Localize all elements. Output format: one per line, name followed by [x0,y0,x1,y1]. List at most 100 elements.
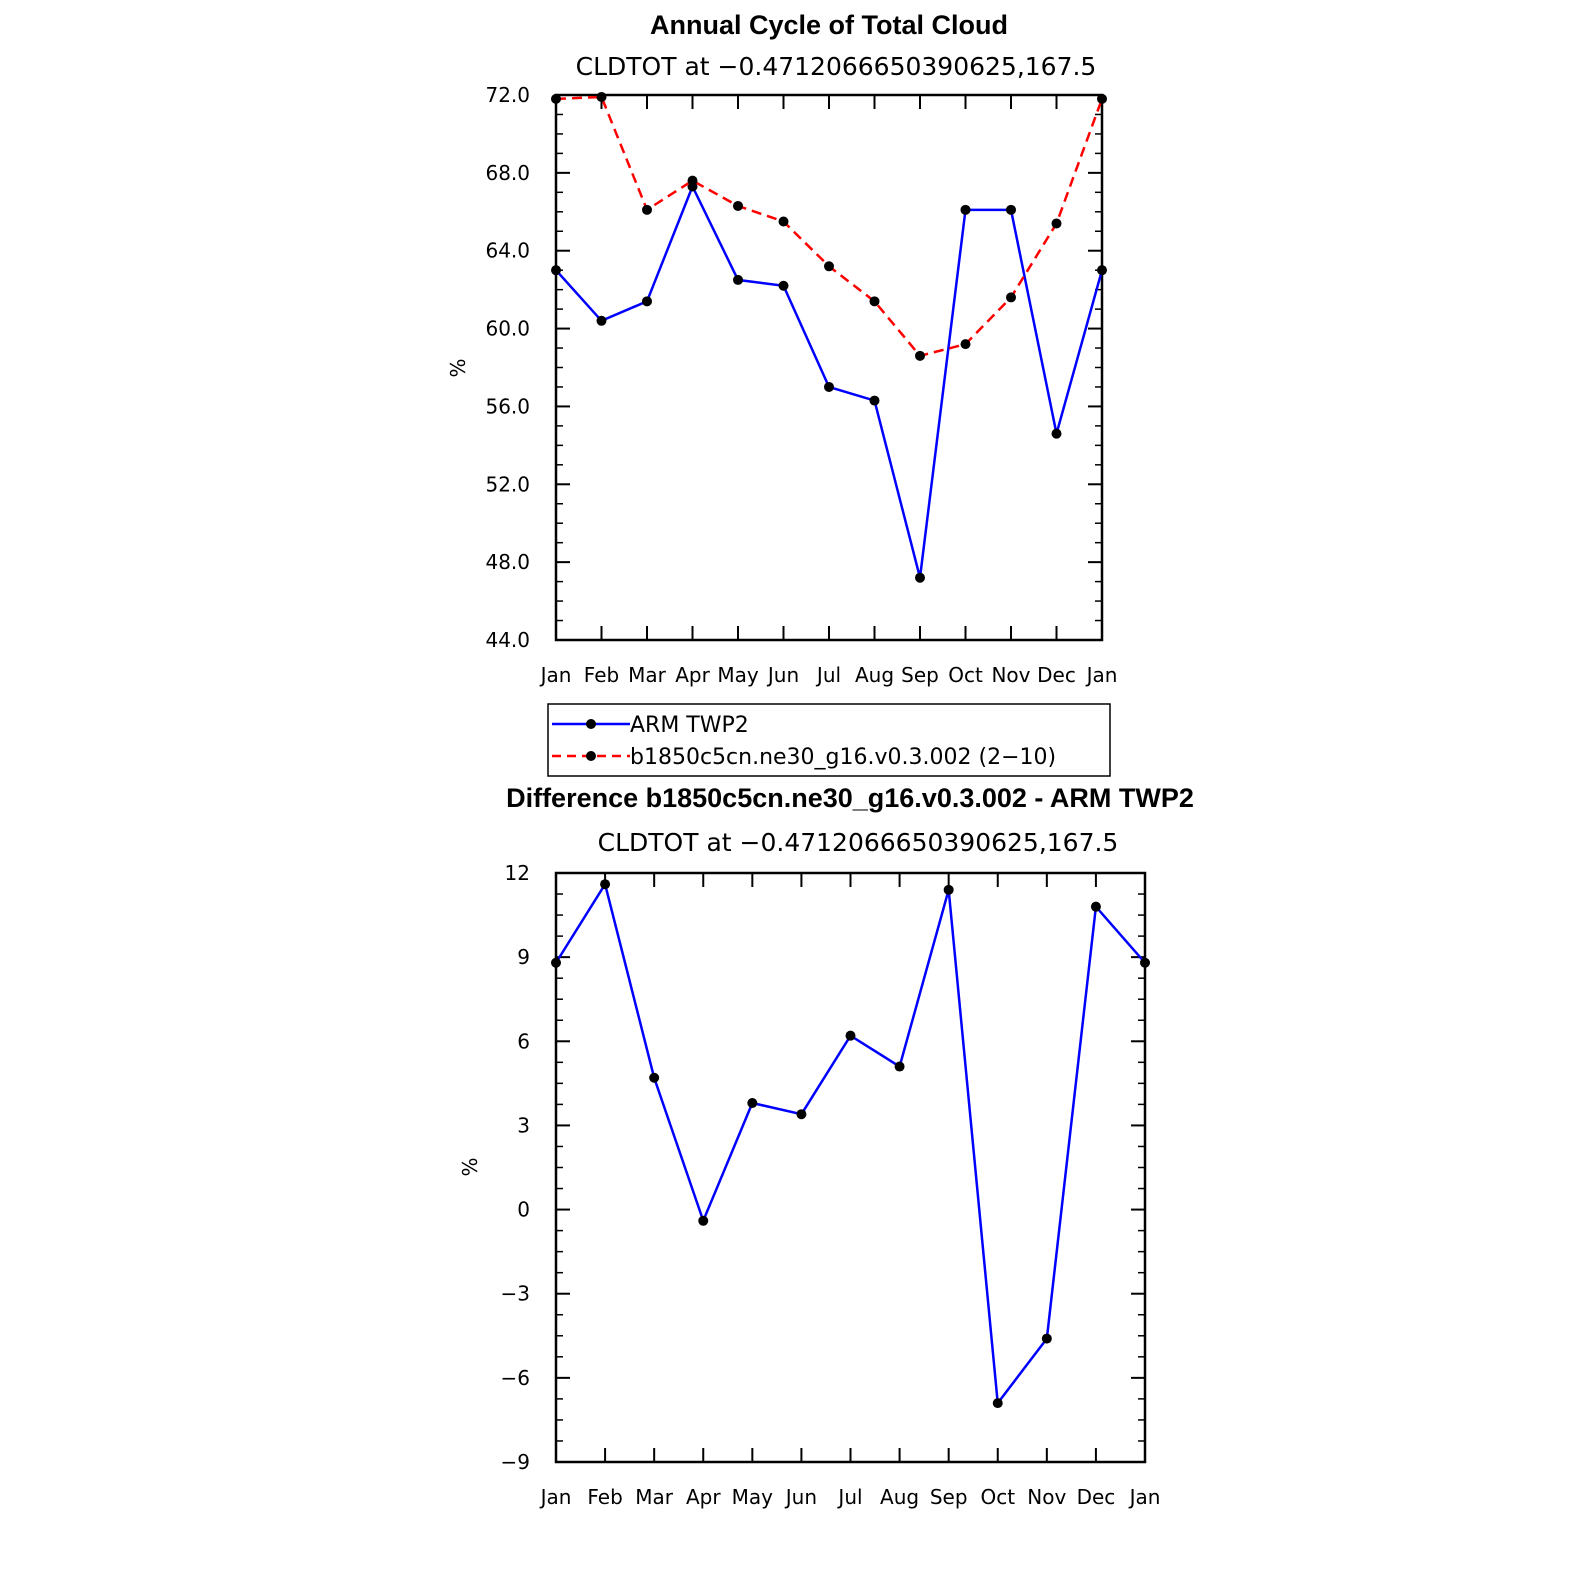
data-point [649,1072,660,1083]
data-point [915,350,925,361]
x-tick-label: Jan [539,663,572,687]
y-axis-label: % [458,1157,482,1176]
y-axis-label: % [446,358,470,377]
x-tick-label: Aug [855,663,894,687]
legend-label-model: b1850c5cn.ne30_g16.v0.3.002 (2−10) [630,745,1056,770]
x-tick-label: Dec [1077,1485,1116,1509]
data-point [824,381,834,392]
data-point [1006,204,1016,215]
y-tick-label: 64.0 [485,239,530,263]
x-tick-label: Jan [1085,663,1118,687]
data-point [551,265,561,276]
chart-title: Annual Cycle of Total Cloud [650,10,1008,40]
y-tick-label: 72.0 [485,83,530,107]
y-tick-label: 68.0 [485,161,530,185]
chart-title: Difference b1850c5cn.ne30_g16.v0.3.002 -… [506,783,1194,813]
x-tick-label: Mar [635,1485,674,1509]
x-tick-label: Jul [836,1485,862,1509]
data-point [600,879,611,890]
data-point [733,200,743,211]
x-tick-label: Jun [784,1485,817,1509]
x-tick-label: Apr [675,663,710,687]
y-tick-label: 0 [517,1198,530,1222]
x-tick-label: Feb [587,1485,622,1509]
series-line-0 [554,881,1146,1407]
data-point [960,204,971,215]
y-tick-label: 60.0 [485,317,530,341]
y-tick-label: 9 [517,945,530,969]
data-point [698,1215,709,1226]
plot-frame [554,871,1147,1464]
y-tick-label: 12 [505,861,530,885]
x-tick-label: Aug [880,1485,919,1509]
data-point [1140,957,1150,968]
data-point [642,296,652,307]
x-tick-label: Dec [1037,663,1076,687]
x-tick-label: Feb [584,663,619,687]
data-point [1051,428,1062,439]
x-tick-label: Mar [628,663,667,687]
data-point [551,93,561,104]
data-point [733,274,743,285]
data-point [869,296,880,307]
y-tick-label: 56.0 [485,394,530,418]
x-tick-label: Sep [930,1485,968,1509]
y-tick-label: 44.0 [485,628,530,652]
x-tick-label: Apr [686,1485,721,1509]
chart-subtitle: CLDTOT at −0.4712066650390625,167.5 [576,52,1097,81]
data-point [596,91,607,102]
y-tick-label: −6 [501,1366,530,1390]
data-point [1006,292,1016,303]
legend-marker-model [586,751,596,761]
x-tick-label: Oct [980,1485,1015,1509]
x-tick-label: Jun [766,663,799,687]
difference-chart: Difference b1850c5cn.ne30_g16.v0.3.002 -… [458,783,1194,1509]
data-point [796,1109,807,1120]
data-point [1097,93,1107,104]
x-tick-label: Jan [1128,1485,1161,1509]
y-tick-label: −3 [501,1282,530,1306]
x-tick-label: May [717,663,759,687]
data-point [1051,218,1062,229]
y-tick-label: −9 [501,1450,530,1474]
x-tick-label: Jan [539,1485,572,1509]
x-tick-label: Nov [1027,1485,1066,1509]
plot-area: Jan Feb Mar Apr May Jun Jul Aug Sep Oct Nov Dec Jan−… [501,861,1161,1509]
x-tick-label: Jul [815,663,841,687]
data-point [551,957,561,968]
data-point [845,1030,856,1041]
data-point [915,572,925,583]
legend-marker-arm-twp2 [586,719,596,729]
annual-cycle-chart: Annual Cycle of Total Cloud CLDTOT at −0… [446,10,1117,777]
data-point [687,175,698,186]
x-tick-label: Sep [901,663,939,687]
data-point [1090,901,1101,912]
data-point [824,261,834,272]
data-point [778,216,789,227]
data-point [960,339,971,350]
data-point [747,1097,758,1108]
data-point [1041,1333,1052,1344]
y-tick-label: 48.0 [485,550,530,574]
chart-subtitle: CLDTOT at −0.4712066650390625,167.5 [598,828,1119,857]
plot-area: Jan Feb Mar Apr May Jun Jul Aug Sep Oct Nov Dec Jan 4… [485,83,1117,687]
data-point [642,204,652,215]
y-tick-label: 52.0 [485,472,530,496]
data-point [596,315,607,326]
data-point [869,395,880,406]
x-tick-label: Nov [991,663,1030,687]
legend-label-arm-twp2: ARM TWP2 [630,713,749,738]
x-tick-label: May [732,1485,774,1509]
data-point [992,1398,1003,1409]
x-tick-label: Oct [948,663,983,687]
series-line-1 [555,95,1104,358]
legend-box [547,703,1111,777]
y-tick-label: 3 [517,1113,530,1137]
data-point [1097,265,1107,276]
data-point [778,280,789,291]
legend: ARM TWP2 b1850c5cn.ne30_g16.v0.3.002 (2−… [547,703,1111,777]
data-point [894,1061,905,1072]
plot-frame [554,93,1104,642]
data-point [943,884,954,895]
